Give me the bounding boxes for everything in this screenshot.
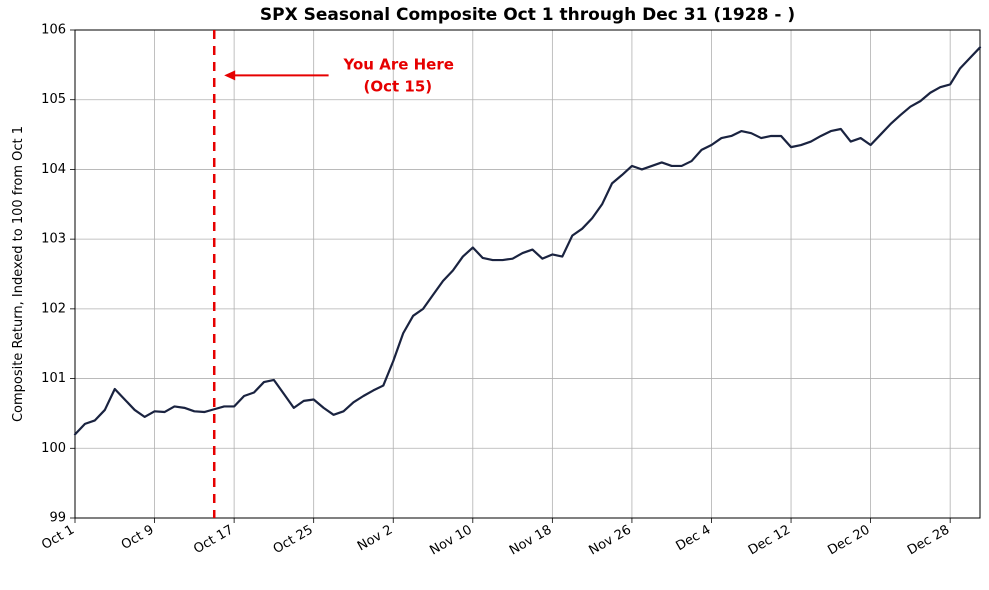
y-tick-label: 103 [41,232,66,247]
y-tick-label: 99 [49,511,66,526]
chart-container: 99100101102103104105106Oct 1Oct 9Oct 17O… [0,0,989,590]
y-tick-label: 105 [41,92,66,107]
annotation-text-line2: (Oct 15) [364,78,433,96]
y-tick-label: 106 [41,23,66,38]
chart-title: SPX Seasonal Composite Oct 1 through Dec… [260,5,795,25]
y-tick-label: 100 [41,441,66,456]
annotation-text-line1: You Are Here [343,55,454,73]
y-tick-label: 104 [41,162,66,177]
chart-bg [0,0,989,590]
spx-seasonal-chart: 99100101102103104105106Oct 1Oct 9Oct 17O… [0,0,989,590]
y-tick-label: 101 [41,371,66,386]
y-axis-label: Composite Return, Indexed to 100 from Oc… [11,126,26,422]
y-tick-label: 102 [41,301,66,316]
